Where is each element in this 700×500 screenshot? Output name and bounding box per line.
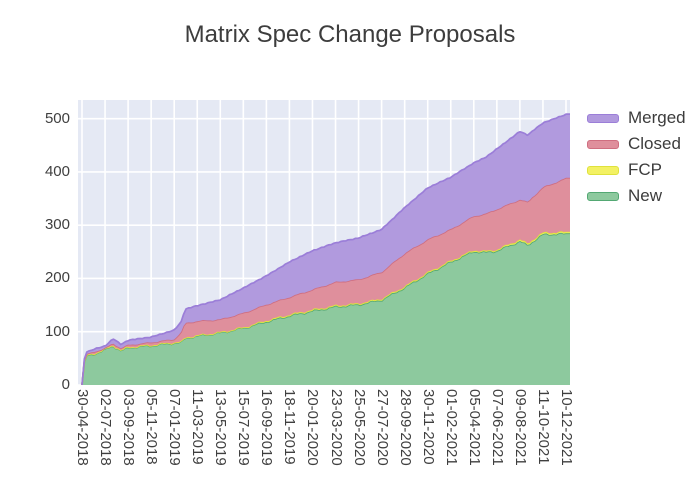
stacked-area-canvas — [78, 100, 570, 386]
legend-item-merged[interactable]: Merged — [587, 108, 686, 128]
x-tick-label: 15-07-2019 — [235, 389, 253, 466]
legend-swatch-new-icon — [587, 191, 619, 201]
x-tick-label: 28-09-2020 — [396, 389, 414, 466]
x-tick-label: 10-12-2021 — [558, 389, 575, 466]
y-tick-label: 400 — [44, 162, 70, 180]
legend: Merged Closed FCP New — [587, 108, 686, 212]
legend-swatch-closed-icon — [587, 139, 619, 149]
y-tick-label: 100 — [44, 322, 70, 340]
x-tick-label: 20-01-2020 — [304, 389, 322, 466]
x-tick-label: 27-07-2020 — [373, 389, 391, 466]
x-tick-label: 01-02-2021 — [442, 389, 460, 466]
x-tick-label: 30-04-2018 — [74, 389, 91, 466]
chart-title: Matrix Spec Change Proposals — [184, 21, 516, 48]
legend-item-closed[interactable]: Closed — [587, 134, 686, 154]
legend-label: Closed — [628, 134, 681, 153]
x-tick-label: 18-11-2019 — [281, 389, 299, 465]
x-tick-label: 07-01-2019 — [166, 389, 184, 466]
legend-item-new[interactable]: New — [587, 186, 686, 206]
y-tick-label: 200 — [44, 269, 70, 287]
x-tick-label: 07-06-2021 — [488, 389, 506, 466]
x-tick-label: 03-09-2018 — [120, 389, 138, 466]
legend-label: Merged — [628, 108, 686, 127]
legend-swatch-merged-icon — [587, 113, 619, 123]
legend-label: New — [628, 186, 663, 205]
x-tick-label: 30-11-2020 — [419, 389, 437, 465]
y-tick-label: 0 — [61, 376, 70, 393]
legend-item-fcp[interactable]: FCP — [587, 160, 686, 180]
x-tick-label: 05-04-2021 — [465, 389, 483, 466]
y-tick-label: 300 — [44, 216, 70, 234]
x-tick-label: 13-05-2019 — [212, 389, 230, 466]
x-tick-label: 09-08-2021 — [511, 389, 529, 466]
x-tick-label: 11-10-2021 — [534, 389, 552, 465]
x-tick-label: 25-05-2020 — [350, 389, 368, 466]
legend-label: FCP — [628, 160, 662, 179]
x-tick-label: 23-03-2020 — [327, 389, 345, 466]
x-tick-label: 02-07-2018 — [97, 389, 115, 466]
x-tick-label: 16-09-2019 — [258, 389, 276, 466]
legend-swatch-fcp-icon — [587, 165, 619, 175]
y-tick-label: 500 — [44, 109, 70, 127]
x-tick-label: 11-03-2019 — [189, 389, 207, 465]
x-tick-label: 05-11-2018 — [143, 389, 161, 465]
plot-area — [78, 100, 570, 386]
